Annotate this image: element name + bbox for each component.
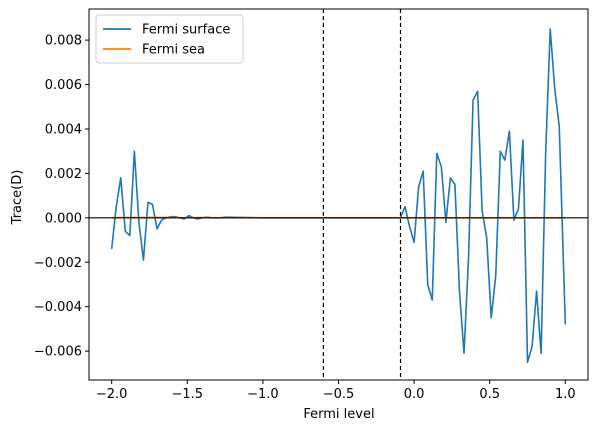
y-tick-label: 0.004: [45, 122, 82, 137]
legend-label-1: Fermi sea: [142, 43, 205, 58]
series-line-fermi-surface: [110, 28, 567, 364]
legend-label-0: Fermi surface: [142, 23, 230, 38]
y-tick-label: 0.006: [45, 78, 82, 93]
x-tick-label: 0.0: [404, 387, 425, 402]
x-tick-label: −1.0: [247, 387, 279, 402]
x-axis-ticks: −2.0 −1.5 −1.0 −0.5 0.0 0.5 1.0: [96, 380, 576, 402]
x-tick-label: −2.0: [96, 387, 128, 402]
plot-clip-group: [89, 9, 588, 380]
y-axis-ticks: −0.006 −0.004 −0.002 0.000 0.002 0.004 0.006 0.…: [34, 34, 89, 360]
legend: Fermi surface Fermi sea: [95, 14, 244, 64]
x-tick-label: 0.5: [479, 387, 500, 402]
y-tick-label: 0.002: [45, 167, 82, 182]
y-tick-label: 0.000: [45, 211, 82, 226]
y-tick-label: −0.004: [34, 300, 82, 315]
y-tick-label: −0.002: [34, 256, 82, 271]
x-tick-label: 1.0: [555, 387, 576, 402]
y-tick-label: 0.008: [45, 34, 82, 49]
y-axis-label: Trace(D): [10, 170, 25, 226]
legend-frame: [95, 14, 244, 64]
plot-area: [88, 8, 589, 381]
x-tick-label: −0.5: [323, 387, 355, 402]
x-tick-label: −1.5: [171, 387, 203, 402]
x-axis-label: Fermi level: [303, 407, 374, 422]
y-tick-label: −0.006: [34, 345, 82, 360]
